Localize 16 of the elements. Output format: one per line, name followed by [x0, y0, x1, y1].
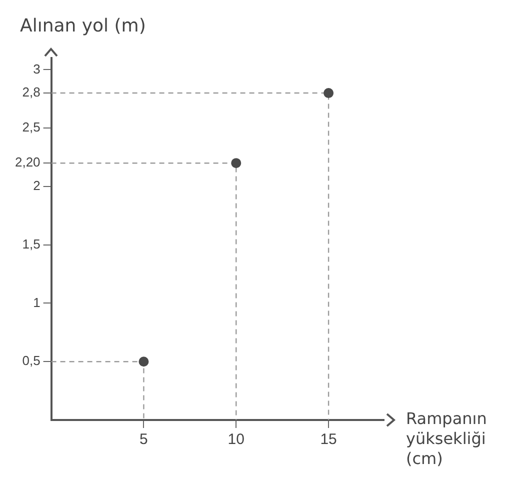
y-tick-label: 1,5	[22, 236, 40, 252]
x-tick-label: 5	[140, 431, 148, 448]
point	[231, 158, 242, 168]
y-tick-label: 0,5	[22, 353, 40, 368]
x-axis-title: Rampanın yüksekliği (cm)	[406, 409, 487, 468]
y-tick-label: 2	[33, 178, 40, 194]
y-axis-title: Alınan yol (m)	[20, 16, 146, 37]
y-tick-label: 2,20	[14, 154, 40, 170]
x-tick-label: 10	[228, 431, 244, 448]
point	[138, 356, 149, 367]
y-tick-label: 1	[33, 294, 40, 310]
y-tick-label: 3	[33, 61, 40, 76]
x-tick-label: 15	[320, 431, 337, 448]
point	[324, 88, 334, 98]
y-tick-label: 2,8	[22, 84, 40, 100]
y-tick-label: 2,5	[22, 120, 40, 135]
